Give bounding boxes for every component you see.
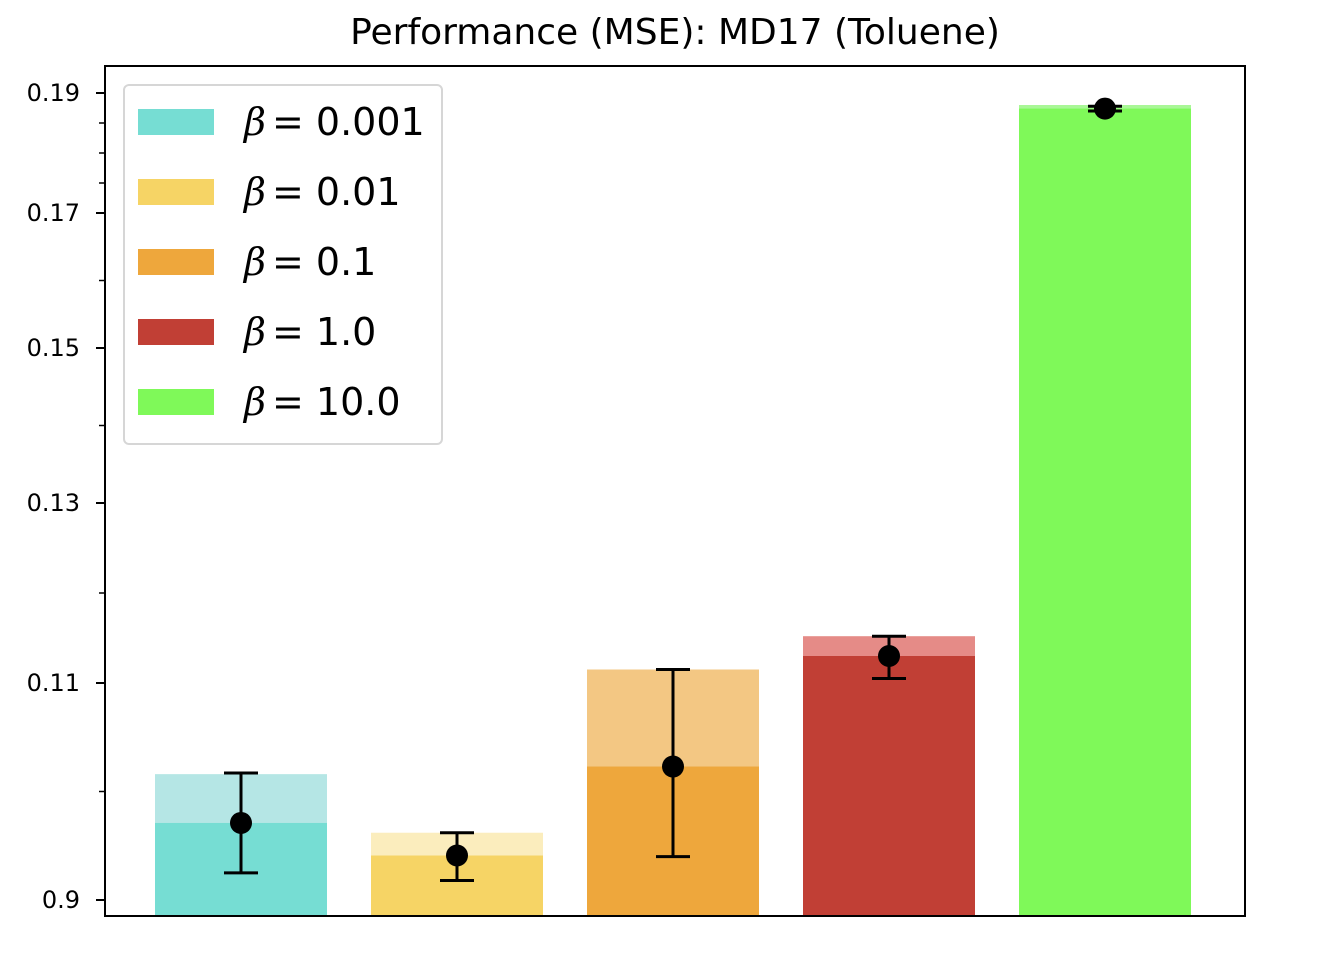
- mean-point: [878, 645, 900, 667]
- y-tick-label: 0.9: [42, 886, 80, 914]
- legend-beta-symbol: β: [242, 100, 266, 144]
- chart-title: Performance (MSE): MD17 (Toluene): [350, 12, 1000, 53]
- mean-point: [662, 755, 684, 778]
- legend-label: = 10.0: [272, 380, 401, 424]
- legend-label: = 0.001: [272, 100, 425, 144]
- bar: [803, 656, 975, 916]
- legend-swatch: [138, 389, 214, 415]
- y-tick-label: 0.15: [27, 334, 80, 362]
- y-tick-label: 0.13: [27, 489, 80, 517]
- legend-beta-symbol: β: [242, 170, 266, 214]
- legend-beta-symbol: β: [242, 380, 266, 424]
- legend-beta-symbol: β: [242, 310, 266, 354]
- legend-label: = 0.01: [272, 170, 401, 214]
- legend-swatch: [138, 179, 214, 205]
- y-tick-label: 0.19: [27, 79, 80, 107]
- legend-box: [123, 84, 443, 445]
- y-tick-label: 0.17: [27, 199, 80, 227]
- legend-swatch: [138, 109, 214, 135]
- mean-point: [1094, 97, 1116, 120]
- mean-point: [230, 811, 252, 834]
- legend-swatch: [138, 319, 214, 345]
- legend-label: = 0.1: [272, 240, 376, 284]
- y-axis: 0.9 0.11 0.13 0.15 0.17 0.19: [27, 79, 105, 914]
- error-bars-group: [224, 97, 1122, 882]
- mean-point: [446, 844, 468, 867]
- legend-beta-symbol: β: [242, 240, 266, 284]
- y-tick-label: 0.11: [27, 669, 80, 697]
- bar: [1019, 108, 1191, 917]
- plot-frame: [104, 65, 1246, 917]
- legend-swatch: [138, 249, 214, 275]
- legend-label: = 1.0: [272, 310, 376, 354]
